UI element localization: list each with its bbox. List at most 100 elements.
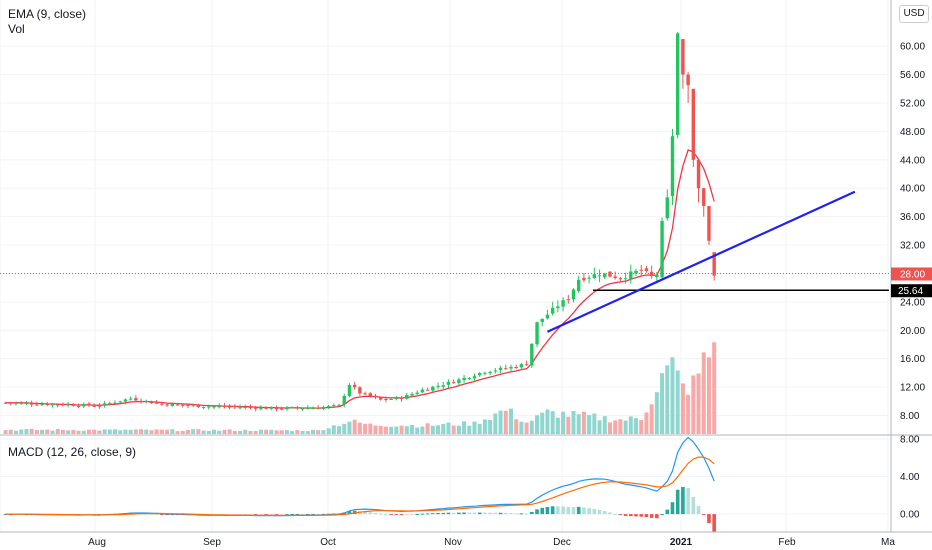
macd-histogram-bar	[253, 514, 258, 516]
currency-button[interactable]: USD	[899, 5, 929, 23]
volume-bar	[227, 429, 232, 434]
candle-body	[478, 373, 482, 376]
macd-histogram-bar	[446, 512, 451, 515]
volume-bar	[347, 421, 352, 434]
candle-body	[82, 404, 86, 407]
volume-bar	[113, 429, 118, 434]
candle-body	[123, 399, 128, 402]
volume-bar	[24, 429, 29, 434]
candle-body	[128, 398, 133, 400]
candle-body	[311, 408, 315, 410]
volume-bar	[451, 425, 456, 434]
macd-histogram-bar	[597, 509, 602, 515]
volume-bar	[634, 418, 639, 434]
candle-body	[399, 397, 404, 399]
candle-body	[337, 404, 341, 406]
candle-body	[410, 393, 414, 396]
candle-body	[227, 406, 232, 408]
volume-bar	[97, 430, 102, 434]
volume-bar	[654, 392, 659, 434]
volume-bar	[76, 430, 81, 434]
volume-bar	[561, 411, 566, 434]
candle-body	[342, 395, 346, 405]
candle-body	[191, 405, 195, 407]
candle-body	[14, 402, 18, 404]
macd-histogram-bar	[431, 513, 435, 515]
candle-body	[139, 400, 143, 402]
volume-bar	[550, 411, 555, 434]
candle-body	[451, 382, 456, 384]
volume-bar	[107, 429, 112, 434]
candle-body	[696, 159, 701, 189]
macd-tick-label: 4.00	[900, 472, 920, 483]
macd-histogram-bar	[691, 496, 696, 515]
volume-bar	[409, 424, 414, 434]
price-tick-label: 40.00	[900, 184, 925, 195]
candle-body	[681, 39, 685, 75]
volume-legend-label: Vol	[8, 22, 25, 36]
candle-body	[238, 407, 242, 409]
volume-bar	[316, 430, 321, 434]
macd-histogram-bar	[451, 512, 456, 515]
macd-histogram-bar	[483, 512, 487, 515]
volume-bar	[14, 430, 19, 434]
volume-bar	[493, 413, 498, 434]
volume-bar	[274, 430, 279, 434]
macd-histogram-bar	[665, 509, 670, 515]
candle-body	[420, 389, 425, 393]
candle-body	[472, 376, 477, 379]
price-tick-label: 36.00	[900, 212, 925, 223]
candle-body	[441, 385, 445, 387]
macd-histogram-bar	[582, 507, 586, 515]
volume-bar	[305, 431, 310, 434]
volume-bar	[248, 430, 253, 434]
candle-body	[556, 306, 560, 309]
candle-body	[9, 402, 13, 404]
time-tick-label: Nov	[444, 537, 462, 548]
macd-histogram-bar	[675, 489, 680, 515]
candle-body	[358, 387, 362, 394]
volume-bar	[482, 419, 487, 434]
volume-bar	[415, 427, 420, 434]
candle-body	[56, 404, 60, 406]
volume-bar	[368, 423, 373, 434]
macd-histogram-bar	[634, 514, 638, 517]
volume-bar	[404, 426, 409, 434]
candle-body	[446, 381, 451, 385]
volume-bar	[555, 417, 560, 434]
macd-histogram-bar	[545, 506, 550, 515]
volume-bar	[175, 431, 180, 434]
candle-body	[603, 273, 607, 278]
volume-bar	[602, 416, 607, 434]
macd-histogram-bar	[274, 514, 279, 516]
time-tick-label: Oct	[320, 537, 336, 548]
volume-bar	[691, 375, 696, 434]
candle-body	[368, 393, 373, 397]
candle-body	[686, 74, 690, 86]
volume-bar	[675, 370, 680, 434]
candle-body	[608, 271, 612, 277]
candle-body	[306, 408, 310, 410]
macd-histogram-bar	[347, 511, 352, 515]
volume-bar	[680, 383, 685, 434]
candle-body	[425, 389, 430, 391]
macd-histogram-bar	[561, 506, 565, 515]
candle-body	[29, 403, 34, 405]
volume-bar	[191, 429, 196, 434]
candle-body	[3, 402, 8, 404]
candle-body	[675, 33, 680, 135]
time-tick-label: 2021	[670, 537, 693, 548]
volume-bar	[389, 426, 394, 434]
macd-histogram-bar	[436, 513, 440, 515]
candle-body	[540, 318, 544, 323]
candle-body	[415, 392, 419, 394]
volume-bar	[149, 430, 154, 434]
candle-body	[462, 377, 466, 381]
price-tick-label: 16.00	[900, 354, 925, 365]
macd-histogram-bar	[509, 513, 513, 515]
volume-bar	[587, 415, 592, 434]
macd-histogram-bar	[378, 513, 383, 515]
macd-histogram-bar	[587, 508, 591, 515]
candle-body	[618, 278, 623, 280]
